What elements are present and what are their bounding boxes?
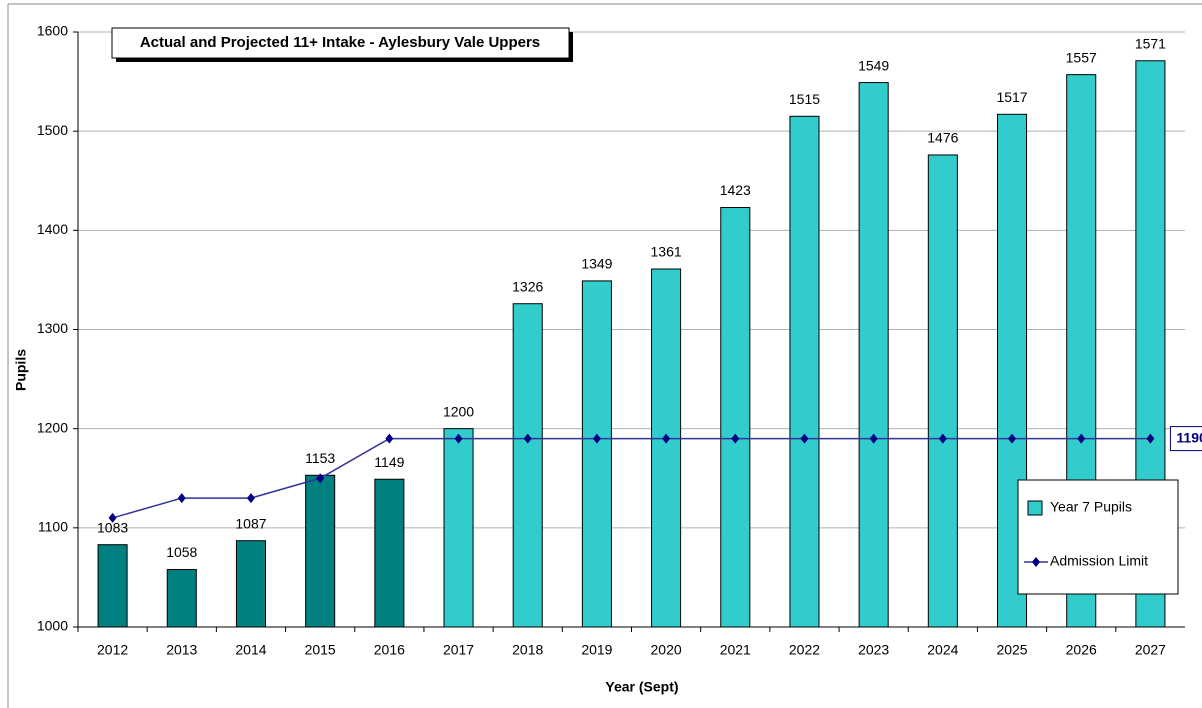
- data-label: 1083: [97, 519, 128, 535]
- legend-box: [1017, 479, 1179, 595]
- bar: [374, 478, 405, 628]
- bar: [720, 207, 751, 628]
- data-label: 1557: [1066, 49, 1097, 65]
- y-tick-label: 1000: [37, 618, 68, 634]
- y-tick-label: 1500: [37, 122, 68, 138]
- y-tick-label: 1600: [37, 23, 68, 39]
- legend-label: Year 7 Pupils: [1050, 499, 1132, 515]
- marker: [1077, 433, 1086, 444]
- data-label: 1517: [996, 89, 1027, 105]
- x-tick-label: 2023: [858, 642, 889, 658]
- legend-swatch: [1027, 500, 1043, 516]
- marker: [523, 433, 532, 444]
- marker: [800, 433, 809, 444]
- line: [112, 437, 1151, 519]
- chart-title: Actual and Projected 11+ Intake - Aylesb…: [140, 34, 540, 51]
- y-tick-label: 1100: [38, 519, 68, 535]
- bar: [305, 474, 336, 628]
- data-label: 1361: [651, 244, 682, 260]
- data-label: 1476: [927, 130, 958, 146]
- bar: [235, 540, 266, 628]
- marker: [731, 433, 740, 444]
- x-tick-label: 2019: [581, 642, 612, 658]
- bar: [581, 280, 612, 628]
- x-tick-label: 2021: [720, 642, 751, 658]
- x-tick-label: 2027: [1135, 642, 1166, 658]
- legend-marker: [1032, 557, 1040, 567]
- data-label: 1200: [443, 403, 474, 419]
- marker: [385, 433, 394, 444]
- bar: [789, 115, 820, 628]
- marker: [1146, 433, 1155, 444]
- marker: [316, 473, 325, 484]
- y-tick-label: 1400: [37, 221, 68, 237]
- data-label: 1349: [581, 256, 612, 272]
- bar: [858, 82, 889, 628]
- bar: [97, 544, 128, 628]
- bar: [512, 303, 543, 628]
- marker: [108, 512, 117, 523]
- y-tick-label: 1200: [37, 419, 68, 435]
- data-label: 1515: [789, 91, 820, 107]
- y-tick-label: 1300: [37, 320, 68, 336]
- data-label: 1087: [235, 515, 266, 531]
- marker: [177, 493, 186, 504]
- x-tick-label: 2025: [996, 642, 1027, 658]
- x-tick-label: 2016: [374, 642, 405, 658]
- data-label: 1571: [1135, 35, 1166, 51]
- x-tick-label: 2018: [512, 642, 543, 658]
- title-box: [111, 27, 570, 59]
- data-label: 1326: [512, 278, 543, 294]
- data-label: 1149: [374, 454, 404, 470]
- x-tick-label: 2014: [235, 642, 266, 658]
- x-tick-label: 2015: [305, 642, 336, 658]
- end-label: 1190: [1176, 429, 1202, 445]
- data-label: 1549: [858, 57, 889, 73]
- marker: [1008, 433, 1017, 444]
- y-axis-label: Pupils: [13, 349, 29, 391]
- bar: [651, 268, 682, 628]
- marker: [246, 493, 255, 504]
- x-axis-label: Year (Sept): [605, 679, 678, 695]
- marker: [454, 433, 463, 444]
- data-label: 1153: [305, 450, 335, 466]
- bar: [443, 428, 474, 628]
- x-tick-label: 2020: [651, 642, 682, 658]
- data-label: 1058: [166, 544, 197, 560]
- x-tick-label: 2012: [97, 642, 128, 658]
- marker: [869, 433, 878, 444]
- marker: [662, 433, 671, 444]
- x-tick-label: 2017: [443, 642, 474, 658]
- x-tick-label: 2022: [789, 642, 820, 658]
- marker: [938, 433, 947, 444]
- marker: [592, 433, 601, 444]
- x-tick-label: 2026: [1066, 642, 1097, 658]
- x-tick-label: 2024: [927, 642, 958, 658]
- bar: [927, 154, 958, 628]
- x-tick-label: 2013: [166, 642, 197, 658]
- legend-label: Admission Limit: [1050, 553, 1148, 569]
- data-label: 1423: [720, 182, 751, 198]
- end-label-box: [1169, 426, 1202, 452]
- bar: [166, 568, 197, 628]
